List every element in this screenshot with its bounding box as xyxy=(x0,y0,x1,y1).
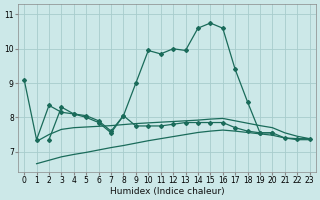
X-axis label: Humidex (Indice chaleur): Humidex (Indice chaleur) xyxy=(109,187,224,196)
